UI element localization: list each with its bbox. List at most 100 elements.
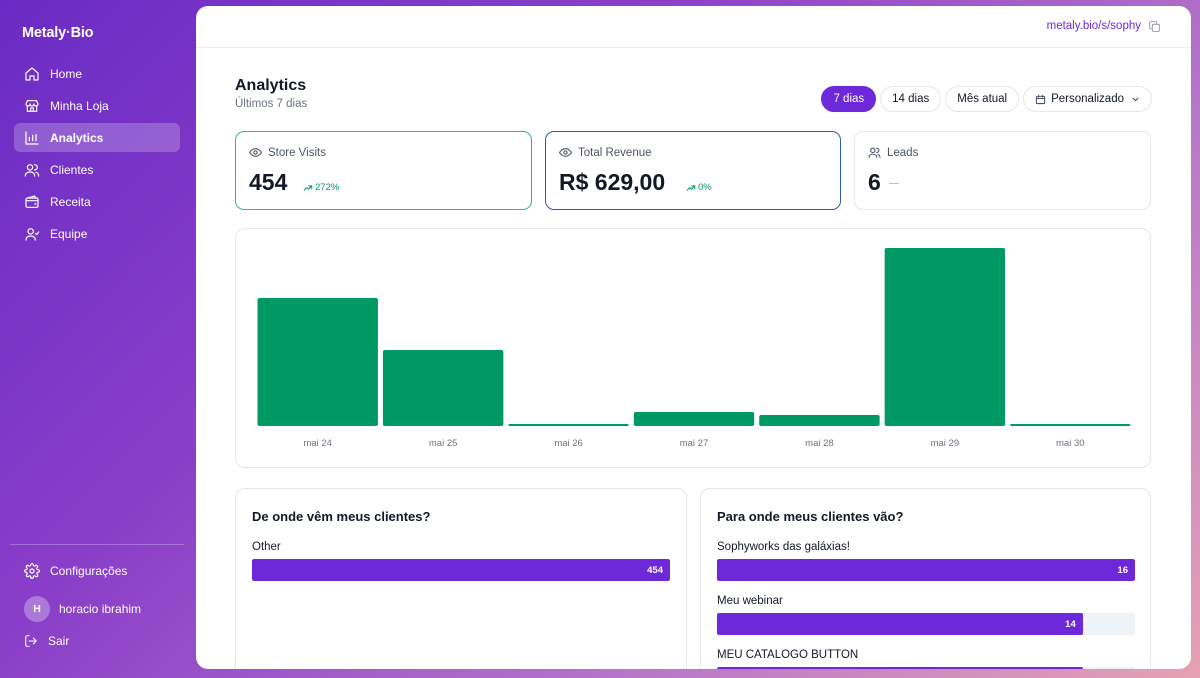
sidebar-item-label: Clientes [50,162,94,177]
destination-row[interactable]: Meu webinar 14 [717,595,1135,635]
sidebar-item-minha-loja[interactable]: Minha Loja [14,91,180,120]
destination-bar: 16 [717,559,1135,581]
page-title: Analytics [235,77,307,94]
store-icon [24,98,40,114]
chart-bar[interactable] [633,412,755,426]
stat-label-row: Leads [868,146,918,159]
sidebar-item-receita[interactable]: Receita [14,187,180,216]
sidebar-item-equipe[interactable]: Equipe [14,219,180,248]
page-subtitle: Últimos 7 dias [235,98,308,110]
stat-card-total-revenue[interactable]: Total Revenue R$ 629,00 0% [545,131,841,210]
destination-track: 13 [717,667,1135,669]
destinations-title: Para onde meus clientes vão? [717,509,904,524]
destination-value: 14 [1065,618,1076,630]
stat-label-row: Store Visits [249,146,326,159]
user-profile[interactable]: H horacio ibrahim [24,596,141,622]
chevron-down-icon [1132,97,1139,101]
sidebar-item-clientes[interactable]: Clientes [14,155,180,184]
range-custom-label: Personalizado [1051,93,1124,105]
range-7-days-button[interactable]: 7 dias [821,86,877,112]
stat-value: R$ 629,00 [559,169,666,195]
sidebar-item-analytics[interactable]: Analytics [14,123,180,152]
trending-up-icon [303,184,313,191]
stat-label: Total Revenue [578,146,652,159]
stat-delta-value: 272% [315,182,340,193]
users-icon [24,162,40,178]
sidebar-nav: Home Minha Loja Analytics Clientes Recei… [14,59,180,251]
chart-bar[interactable] [382,350,504,426]
source-track: 454 [252,559,670,581]
brand-logo[interactable]: Metaly·Bio [22,25,94,41]
sidebar-item-label: Analytics [50,130,104,145]
destination-value: 16 [1117,564,1128,576]
destination-track: 14 [717,613,1135,635]
sidebar: Metaly·Bio Home Minha Loja Analytics Cli… [0,0,196,678]
stat-delta-value: 0% [698,182,712,193]
range-custom-button[interactable]: Personalizado [1023,86,1152,112]
home-icon [24,66,40,82]
copy-icon[interactable] [1148,20,1161,33]
stat-label: Leads [887,146,919,159]
chart-bar[interactable] [257,298,378,426]
source-bar: 454 [252,559,670,581]
logout-button[interactable]: Sair [24,634,69,648]
user-name: horacio ibrahim [59,602,142,616]
stat-label-row: Total Revenue [559,146,652,159]
team-icon [24,226,40,242]
stat-value: 454 [249,169,288,195]
logout-label: Sair [48,634,70,648]
sidebar-item-label: Minha Loja [50,98,109,113]
destinations-panel: Para onde meus clientes vão? Sophyworks … [700,488,1151,669]
visits-chart-svg: mai 24 mai 25 mai 26 mai 27 mai 28 mai 29 mai … [257,248,1131,449]
users-icon [868,147,881,158]
sidebar-item-label: Equipe [50,226,88,241]
source-label: Other [252,541,281,553]
bar-chart-icon [24,130,40,146]
x-tick-label: mai 29 [931,438,960,449]
settings-button[interactable]: Configurações [24,563,127,579]
stat-value: 6 [868,169,881,195]
source-value: 454 [647,564,663,576]
brand-dot: · [65,25,71,41]
sidebar-item-home[interactable]: Home [14,59,180,88]
x-tick-label: mai 30 [1056,438,1085,449]
gear-icon [24,563,40,579]
source-row[interactable]: Other 454 [252,541,670,581]
stat-delta: 272% [303,182,339,193]
destination-track: 16 [717,559,1135,581]
chart-bar[interactable] [759,415,880,426]
stat-card-leads[interactable]: Leads 6 — [854,131,1151,210]
wallet-icon [24,194,40,210]
sources-panel: De onde vêm meus clientes? Other 454 [235,488,687,669]
x-tick-label: mai 28 [805,438,834,449]
main-content: metaly.bio/s/sophy Analytics Últimos 7 d… [196,6,1191,669]
chart-bar[interactable] [508,424,629,426]
avatar: H [24,596,50,622]
visits-chart: mai 24 mai 25 mai 26 mai 27 mai 28 mai 29 mai … [235,228,1151,468]
x-tick-label: mai 27 [680,438,709,449]
chart-bar[interactable] [1010,424,1131,426]
destination-row[interactable]: Sophyworks das galáxias! 16 [717,541,1135,581]
sources-title: De onde vêm meus clientes? [252,509,431,524]
destination-label: Meu webinar [717,595,783,607]
range-14-days-button[interactable]: 14 dias [880,86,942,112]
logout-icon [25,635,37,647]
eye-icon [559,148,572,157]
sidebar-item-label: Receita [50,194,91,209]
store-link[interactable]: metaly.bio/s/sophy [1046,20,1141,32]
eye-icon [249,148,262,157]
brand-suffix: Bio [70,25,94,41]
chart-bar[interactable] [884,248,1006,426]
range-current-month-button[interactable]: Mês atual [945,86,1020,112]
stat-card-store-visits[interactable]: Store Visits 454 272% [235,131,532,210]
stat-label: Store Visits [268,146,326,159]
destination-bar: 13 [717,667,1083,669]
trending-up-icon [686,184,696,191]
destination-label: MEU CATALOGO BUTTON [717,649,859,661]
sidebar-item-label: Home [50,66,83,81]
destination-row[interactable]: MEU CATALOGO BUTTON 13 [717,649,1135,669]
x-tick-label: mai 26 [554,438,583,449]
brand-name: Metaly [22,25,66,41]
top-bar: metaly.bio/s/sophy [196,6,1191,48]
stat-delta-value: — [889,178,899,189]
